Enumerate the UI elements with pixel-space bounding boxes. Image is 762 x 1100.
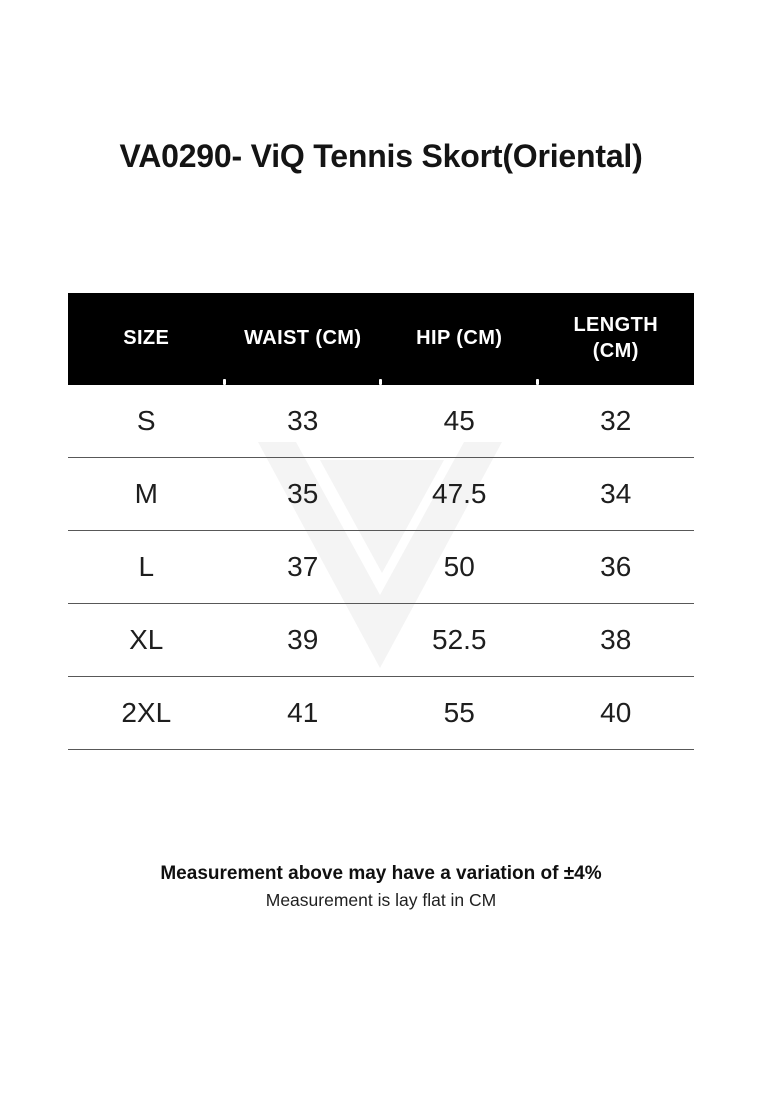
table-cell: S (136, 405, 156, 436)
table-cell: 38 (600, 624, 632, 655)
size-chart-table: SIZE WAIST (CM) HIP (CM) LENGTH (CM) S 33 45 3… (68, 293, 694, 750)
table-cell: 36 (600, 551, 632, 582)
table-cell: 33 (287, 405, 319, 436)
header-cell: WAIST (CM) (225, 326, 382, 352)
header-cell-separator-notch (379, 379, 382, 385)
table-cell: 35 (287, 478, 319, 509)
header-cell-label: SIZE (123, 327, 170, 350)
header-cell-label: LENGTH (CM) (573, 314, 659, 362)
table-cell: 39 (287, 624, 319, 655)
footnote-lay-flat: Measurement is lay flat in CM (265, 890, 497, 910)
table-cell: 41 (287, 697, 319, 728)
table-cell: M (134, 478, 158, 509)
size-chart-header-row: SIZE WAIST (CM) HIP (CM) LENGTH (CM) (68, 293, 694, 385)
table-cell: 47.5 (432, 478, 487, 509)
footnote-variation: Measurement above may have a variation o… (160, 863, 602, 884)
header-cell: LENGTH (CM) (538, 313, 695, 364)
header-cell: SIZE (68, 326, 225, 352)
viq-v-logo-watermark-icon (258, 442, 502, 668)
table-cell: XL (129, 624, 164, 655)
table-cell: 52.5 (432, 624, 487, 655)
table-row: XL 39 52.5 38 (68, 604, 694, 677)
header-cell-label: HIP (CM) (416, 327, 503, 350)
page-title: VA0290- ViQ Tennis Skort(Oriental) (119, 138, 643, 174)
table-cell: 40 (600, 697, 632, 728)
table-row: M 35 47.5 34 (68, 458, 694, 531)
header-cell-label: WAIST (CM) (244, 327, 362, 350)
table-cell: 2XL (121, 697, 172, 728)
table-row: S 33 45 32 (68, 385, 694, 458)
header-cell-separator-notch (223, 379, 226, 385)
header-cell: HIP (CM) (381, 326, 538, 352)
table-cell: L (138, 551, 155, 582)
header-cell-separators (68, 378, 694, 385)
table-row: 2XL 41 55 40 (68, 677, 694, 750)
table-cell: 50 (443, 551, 475, 582)
table-cell: 34 (600, 478, 632, 509)
header-cell-separator-notch (536, 379, 539, 385)
table-cell: 45 (443, 405, 475, 436)
size-chart-body: S 33 45 32 M 35 47.5 34 L 37 50 36 XL 39 52.5 38 2XL 41 55… (68, 385, 694, 750)
table-cell: 32 (600, 405, 632, 436)
table-row: L 37 50 36 (68, 531, 694, 604)
table-cell: 37 (287, 551, 319, 582)
table-cell: 55 (443, 697, 475, 728)
